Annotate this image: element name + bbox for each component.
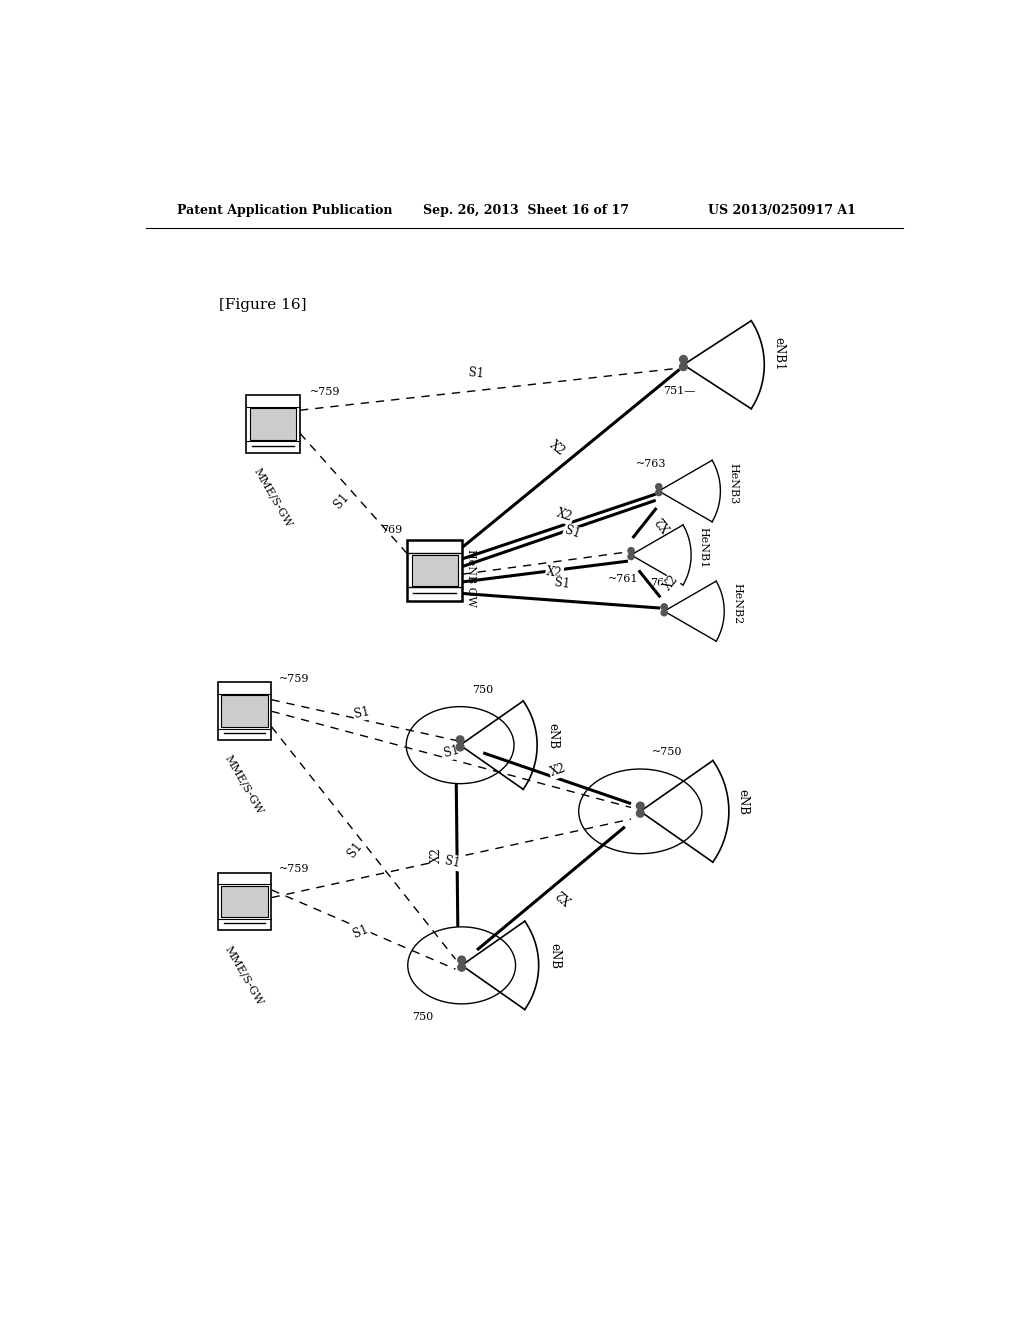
Bar (246, 395, 300, 453)
Text: HeNB3: HeNB3 (728, 463, 738, 504)
Text: ~763: ~763 (636, 459, 667, 470)
Circle shape (457, 737, 464, 743)
Text: eNB: eNB (736, 789, 750, 816)
Text: 751—: 751— (664, 387, 695, 396)
Text: MME/S-GW: MME/S-GW (223, 754, 265, 816)
Bar (407, 540, 463, 601)
Bar (217, 873, 271, 931)
Text: eNB: eNB (548, 942, 561, 969)
Text: ~759: ~759 (310, 387, 340, 397)
Text: X2: X2 (430, 847, 443, 863)
Text: HeNB GW: HeNB GW (466, 549, 475, 607)
Circle shape (680, 363, 687, 371)
Text: S1: S1 (442, 743, 461, 760)
Bar (221, 696, 267, 727)
Text: HeNB2: HeNB2 (732, 583, 742, 624)
Circle shape (637, 809, 644, 817)
Text: 769: 769 (381, 525, 402, 536)
Circle shape (458, 964, 466, 972)
Text: Patent Application Publication: Patent Application Publication (177, 205, 392, 218)
Text: S1: S1 (353, 705, 371, 721)
Text: ~761: ~761 (608, 574, 639, 585)
Text: ~759: ~759 (280, 865, 309, 874)
Circle shape (662, 603, 668, 610)
Text: S1: S1 (345, 840, 365, 859)
Text: S1: S1 (332, 491, 352, 511)
Text: ~759: ~759 (280, 675, 309, 684)
Text: eNB1: eNB1 (772, 337, 785, 370)
Text: ~750: ~750 (652, 747, 683, 758)
Circle shape (680, 355, 687, 363)
Text: MME/S-GW: MME/S-GW (252, 466, 294, 529)
Text: X2: X2 (654, 512, 674, 533)
Text: X2: X2 (555, 886, 575, 906)
Text: S1: S1 (443, 854, 461, 870)
Bar (250, 408, 296, 440)
Text: S1: S1 (468, 367, 484, 381)
Bar (221, 886, 267, 917)
Text: eNB: eNB (547, 723, 559, 748)
Text: [Figure 16]: [Figure 16] (219, 298, 306, 312)
Circle shape (457, 743, 464, 751)
Circle shape (655, 483, 662, 490)
Text: X2: X2 (546, 565, 563, 579)
Text: S1: S1 (554, 577, 570, 591)
Text: S1: S1 (563, 524, 582, 541)
Circle shape (458, 956, 466, 964)
Bar (217, 682, 271, 741)
Bar (412, 554, 458, 586)
Circle shape (655, 490, 662, 496)
Text: US 2013/0250917 A1: US 2013/0250917 A1 (708, 205, 856, 218)
Text: S1: S1 (350, 923, 370, 941)
Text: X2: X2 (547, 438, 567, 458)
Text: 762: 762 (649, 578, 671, 589)
Circle shape (628, 548, 634, 553)
Circle shape (628, 553, 634, 560)
Text: X2: X2 (660, 573, 681, 593)
Text: 750: 750 (413, 1011, 434, 1022)
Text: Sep. 26, 2013  Sheet 16 of 17: Sep. 26, 2013 Sheet 16 of 17 (423, 205, 629, 218)
Circle shape (637, 803, 644, 810)
Text: 750: 750 (473, 685, 494, 696)
Text: X2: X2 (555, 507, 574, 524)
Text: HeNB1: HeNB1 (698, 527, 709, 568)
Text: MME/S-GW: MME/S-GW (223, 944, 265, 1006)
Circle shape (662, 610, 668, 615)
Text: X2: X2 (548, 762, 567, 779)
